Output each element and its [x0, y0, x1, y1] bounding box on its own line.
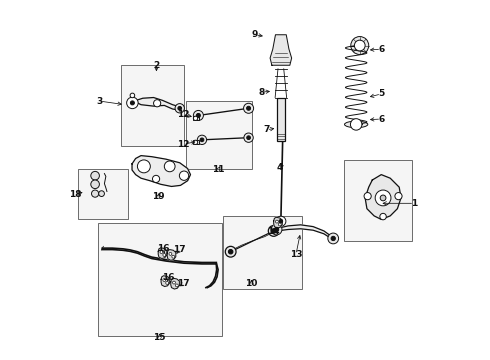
Circle shape [228, 249, 233, 254]
Circle shape [354, 40, 365, 51]
Text: 7: 7 [263, 125, 270, 134]
Text: 19: 19 [152, 192, 165, 201]
Circle shape [163, 253, 166, 256]
Circle shape [172, 255, 175, 258]
Bar [343, 160, 412, 241]
Circle shape [278, 223, 281, 226]
Polygon shape [270, 35, 292, 65]
Bar [193, 116, 199, 120]
Circle shape [350, 119, 362, 130]
Text: 4: 4 [277, 163, 283, 172]
Text: 15: 15 [153, 333, 166, 342]
Circle shape [244, 103, 254, 113]
Text: 16: 16 [162, 273, 174, 282]
Circle shape [172, 281, 175, 284]
Circle shape [225, 246, 236, 257]
Circle shape [246, 106, 250, 110]
Circle shape [269, 226, 279, 236]
Circle shape [271, 229, 276, 233]
Text: 16: 16 [157, 244, 170, 253]
Circle shape [178, 107, 182, 110]
Ellipse shape [344, 121, 368, 128]
Circle shape [166, 282, 169, 284]
Text: 2: 2 [153, 61, 160, 70]
Circle shape [130, 101, 134, 105]
Text: 13: 13 [290, 250, 302, 259]
Text: 17: 17 [173, 246, 186, 255]
Bar [78, 169, 128, 220]
Circle shape [244, 133, 253, 142]
Circle shape [271, 224, 282, 235]
Circle shape [126, 97, 138, 109]
Bar [223, 216, 302, 289]
Circle shape [276, 216, 286, 226]
Circle shape [245, 105, 251, 111]
Circle shape [92, 190, 98, 197]
Circle shape [137, 160, 150, 173]
Circle shape [247, 136, 250, 140]
Text: 18: 18 [70, 190, 82, 199]
Circle shape [169, 252, 172, 255]
Text: 12: 12 [177, 140, 190, 149]
Circle shape [375, 190, 391, 206]
Circle shape [175, 104, 184, 113]
Polygon shape [277, 225, 333, 239]
Circle shape [196, 113, 200, 117]
Circle shape [175, 284, 178, 287]
Circle shape [163, 279, 166, 282]
Polygon shape [161, 276, 170, 287]
Circle shape [279, 220, 283, 223]
Text: 11: 11 [212, 166, 224, 175]
Circle shape [380, 195, 386, 201]
Polygon shape [132, 156, 191, 186]
Bar [122, 65, 184, 146]
Circle shape [179, 171, 189, 180]
Circle shape [274, 227, 279, 231]
Polygon shape [167, 249, 176, 260]
Circle shape [395, 193, 402, 200]
Circle shape [194, 116, 197, 121]
Circle shape [328, 233, 339, 244]
Polygon shape [158, 248, 167, 258]
Circle shape [91, 171, 99, 180]
Circle shape [194, 140, 197, 144]
Circle shape [160, 251, 163, 253]
Circle shape [197, 135, 207, 144]
Polygon shape [274, 217, 282, 228]
Text: 3: 3 [97, 96, 103, 105]
Polygon shape [134, 98, 179, 110]
Circle shape [351, 37, 368, 54]
Circle shape [364, 193, 371, 200]
Text: 8: 8 [258, 87, 264, 96]
Circle shape [275, 220, 278, 223]
Text: 1: 1 [411, 199, 417, 208]
Text: 5: 5 [378, 89, 384, 98]
Circle shape [153, 100, 161, 107]
Circle shape [194, 111, 203, 121]
Circle shape [380, 213, 386, 220]
Bar [98, 223, 221, 336]
Polygon shape [365, 175, 401, 220]
Text: 12: 12 [177, 110, 190, 119]
Circle shape [91, 180, 99, 189]
Text: 17: 17 [177, 279, 190, 288]
Bar [186, 101, 252, 169]
Text: 9: 9 [252, 30, 258, 39]
Polygon shape [171, 278, 179, 289]
Circle shape [331, 236, 335, 240]
Bar [277, 98, 285, 140]
Circle shape [98, 191, 104, 197]
Circle shape [164, 161, 175, 172]
Text: 14: 14 [268, 228, 280, 237]
Circle shape [200, 138, 204, 142]
Circle shape [152, 175, 160, 183]
Text: 6: 6 [378, 114, 384, 123]
Circle shape [130, 93, 135, 98]
Bar [193, 140, 199, 144]
Text: 10: 10 [245, 279, 258, 288]
Text: 6: 6 [378, 45, 384, 54]
